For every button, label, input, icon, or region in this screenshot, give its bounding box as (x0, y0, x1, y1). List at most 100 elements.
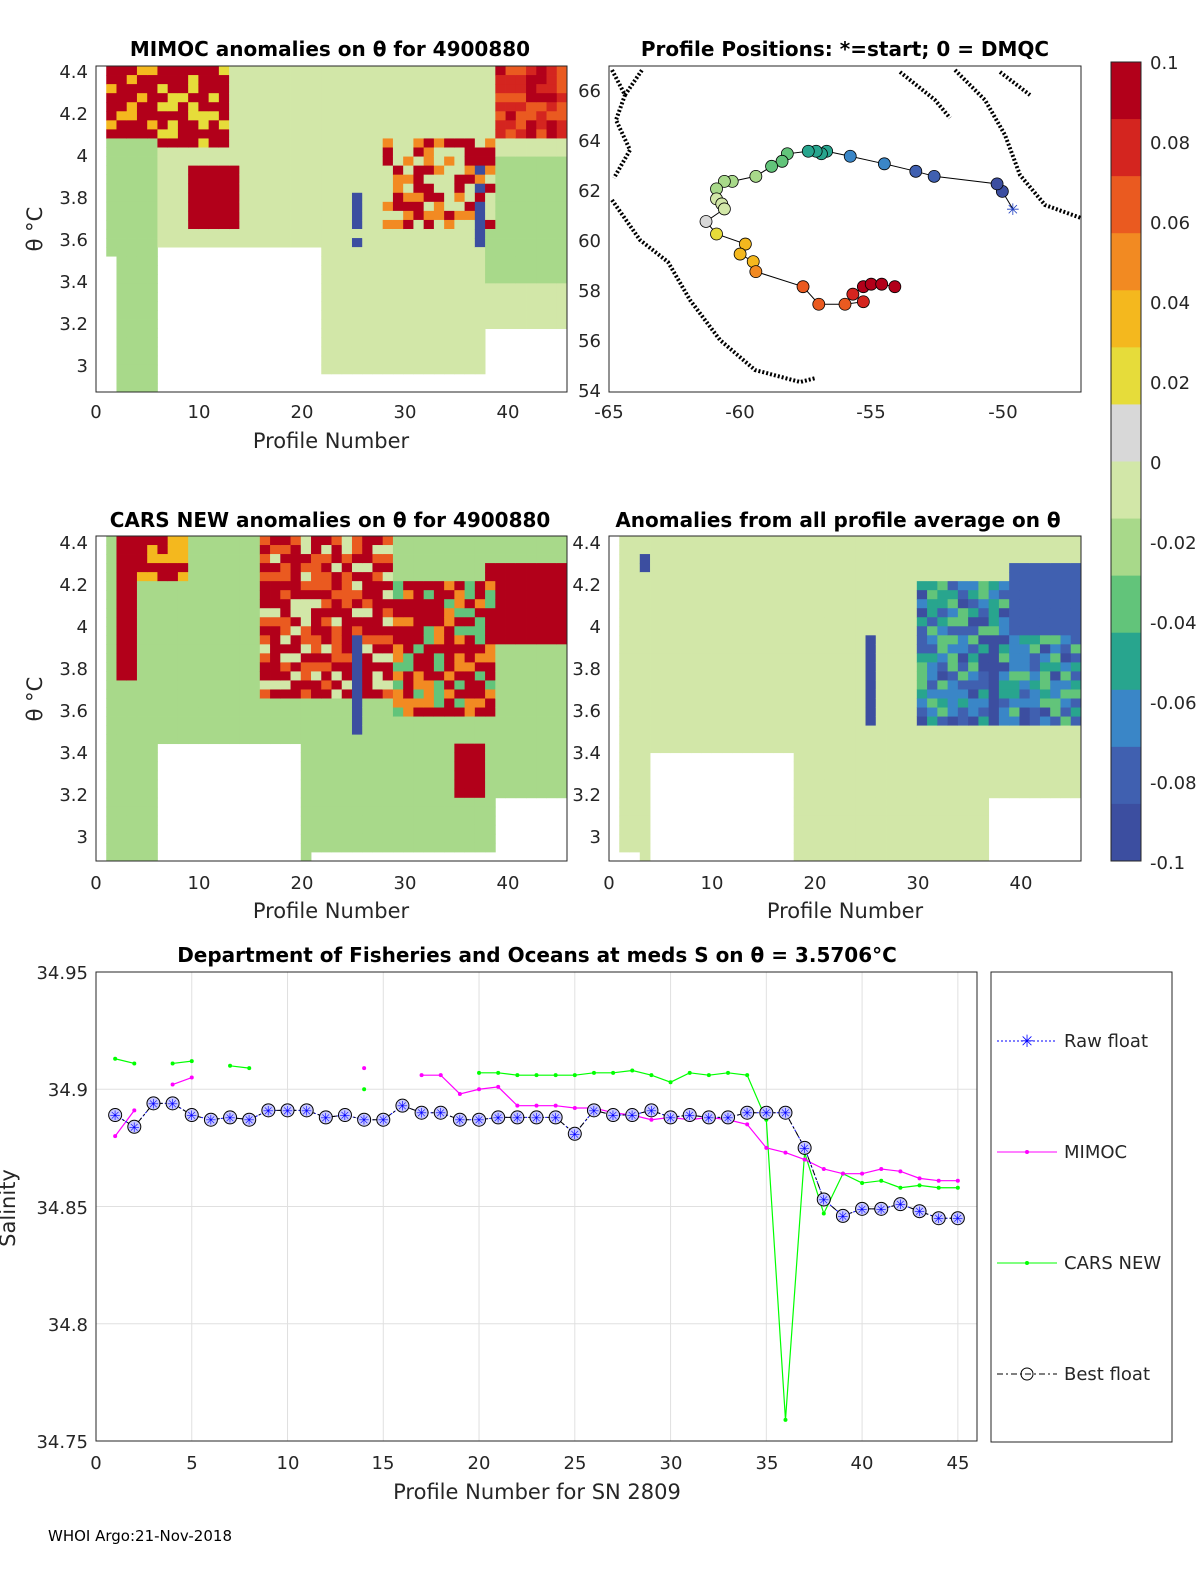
heatmap-cell (526, 698, 537, 708)
heatmap-cell (444, 301, 455, 311)
heatmap-cell (280, 671, 291, 681)
heatmap-cell (546, 138, 558, 148)
heatmap-cell (208, 129, 220, 139)
heatmap-cell (413, 256, 425, 266)
best-float-point (433, 1105, 448, 1120)
heatmap-cell (619, 671, 630, 681)
heatmap-cell (444, 761, 455, 772)
salinity-chart: Department of Fisheries and Oceans at me… (0, 943, 1173, 1504)
heatmap-cell (147, 147, 158, 157)
heatmap-cell (136, 310, 148, 320)
heatmap-cell (270, 554, 281, 564)
heatmap-cell (321, 725, 332, 736)
heatmap-cell (732, 590, 743, 600)
heatmap-cell (167, 84, 179, 94)
heatmap-cell (1070, 743, 1082, 754)
heatmap-cell (136, 138, 148, 148)
heatmap-cell (485, 824, 496, 835)
heatmap-cell (691, 680, 702, 690)
heatmap-cell (229, 680, 240, 690)
heatmap-cell (556, 653, 568, 663)
heatmap-cell (311, 238, 322, 248)
heatmap-cell (382, 283, 394, 293)
heatmap-cell (660, 590, 671, 600)
heatmap-cell (454, 779, 466, 790)
heatmap-cell (834, 734, 846, 745)
heatmap-cell (1039, 779, 1051, 790)
heatmap-cell (927, 761, 938, 772)
heatmap-cell (341, 572, 353, 582)
heatmap-cell (362, 833, 373, 844)
heatmap-cell (249, 563, 261, 573)
heatmap-cell (814, 572, 825, 582)
heatmap-cell (454, 256, 466, 266)
heatmap-cell (444, 725, 455, 736)
heatmap-cell (362, 554, 373, 564)
raw-float-point (913, 1205, 926, 1218)
heatmap-cell (321, 219, 332, 230)
heatmap-cell (423, 644, 435, 654)
heatmap-cell (392, 165, 404, 176)
heatmap-cell (916, 716, 928, 726)
heatmap-cell (495, 183, 506, 194)
heatmap-cell (1070, 581, 1082, 591)
heatmap-cell (341, 617, 353, 627)
heatmap-cell (331, 102, 343, 112)
heatmap-cell (382, 84, 394, 94)
heatmap-cell (619, 716, 630, 726)
heatmap-cell (742, 635, 754, 645)
heatmap-cell (208, 229, 220, 239)
heatmap-cell (321, 734, 332, 745)
heatmap-cell (116, 698, 128, 708)
heatmap-cell (423, 599, 435, 609)
heatmap-cell (147, 572, 158, 582)
raw-float-marker: ✳ (531, 1111, 542, 1126)
heatmap-cell (300, 770, 312, 781)
heatmap-cell (403, 545, 414, 555)
heatmap-cell (1039, 626, 1051, 636)
heatmap-cell (454, 734, 466, 745)
heatmap-cell (300, 536, 312, 546)
heatmap-cell (126, 545, 138, 555)
heatmap-cell (147, 247, 158, 257)
heatmap-cell (331, 653, 343, 663)
heatmap-cell (270, 635, 281, 645)
heatmap-cell (629, 572, 641, 582)
heatmap-cell (249, 581, 261, 591)
heatmap-cell (157, 138, 169, 148)
heatmap-cell (403, 590, 414, 600)
heatmap-cell (239, 734, 250, 745)
heatmap-cell (249, 75, 261, 85)
map-profile-point (927, 169, 941, 183)
heatmap-cell (1050, 761, 1061, 772)
heatmap-cell (742, 653, 754, 663)
heatmap-cell (485, 725, 496, 736)
heatmap-cell (947, 581, 959, 591)
heatmap-cell (937, 698, 949, 708)
heatmap-cell (732, 599, 743, 609)
heatmap-cell (392, 662, 404, 672)
heatmap-cell (403, 779, 414, 790)
colorbar-segment (1111, 290, 1141, 348)
heatmap-cell (280, 138, 291, 148)
heatmap-cell (116, 219, 128, 230)
heatmap-cell (896, 797, 907, 808)
heatmap-cell (433, 274, 445, 284)
heatmap-cell (464, 635, 476, 645)
heatmap-cell (464, 210, 476, 221)
heatmap-cell (126, 192, 138, 203)
heatmap-cell (147, 219, 158, 230)
heatmap-cell (351, 346, 363, 357)
heatmap-cell (701, 662, 713, 672)
heatmap-cell (1060, 689, 1072, 699)
heatmap-cell (311, 210, 322, 221)
heatmap-cell (619, 536, 630, 546)
heatmap-cell (803, 590, 815, 600)
heatmap-cell (362, 256, 373, 266)
cars-new-point (649, 1073, 654, 1078)
heatmap-cell (331, 147, 343, 157)
heatmap-cell (280, 581, 291, 591)
heatmap-cell (937, 626, 949, 636)
heatmap-cell (1060, 599, 1072, 609)
heatmap-cell (762, 545, 774, 555)
